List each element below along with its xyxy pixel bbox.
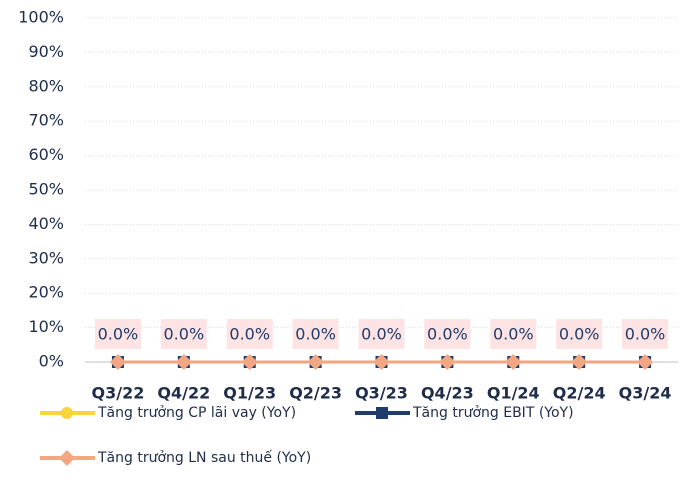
x-tick-label: Q2/24 — [553, 384, 606, 403]
x-tick-label: Q4/23 — [421, 384, 474, 403]
value-label: 0.0% — [427, 325, 468, 344]
legend-marker — [376, 407, 388, 419]
point-marker — [637, 354, 654, 370]
x-tick-label: Q3/22 — [92, 384, 145, 403]
value-label: 0.0% — [98, 325, 139, 344]
value-label-bg — [424, 319, 471, 349]
value-label-bg — [94, 319, 141, 349]
value-label-bg — [622, 319, 669, 349]
x-tick-label: Q2/23 — [289, 384, 342, 403]
y-tick-label: 100% — [18, 8, 64, 27]
point-marker — [571, 354, 588, 370]
x-tick-label: Q1/23 — [223, 384, 276, 403]
y-tick-label: 20% — [28, 283, 64, 302]
point-marker — [505, 354, 522, 370]
point-marker — [241, 354, 258, 370]
legend-label: Tăng trưởng LN sau thuế (YoY) — [97, 449, 311, 466]
x-tick-label: Q4/22 — [157, 384, 210, 403]
value-label: 0.0% — [625, 325, 666, 344]
value-label: 0.0% — [493, 325, 534, 344]
y-tick-label: 30% — [28, 248, 64, 267]
point-marker — [307, 354, 324, 370]
x-tick-label: Q1/24 — [487, 384, 540, 403]
point-marker — [175, 354, 192, 370]
y-tick-label: 70% — [28, 111, 64, 130]
legend-marker — [61, 407, 73, 419]
y-tick-label: 10% — [28, 317, 64, 336]
y-tick-label: 0% — [39, 352, 64, 371]
value-label: 0.0% — [229, 325, 270, 344]
value-label: 0.0% — [164, 325, 205, 344]
legend-label: Tăng trưởng CP lãi vay (YoY) — [97, 405, 296, 421]
value-label-bg — [226, 319, 273, 349]
value-label-bg — [556, 319, 603, 349]
y-tick-label: 50% — [28, 180, 64, 199]
y-tick-label: 60% — [28, 145, 64, 164]
legend-label: Tăng trưởng EBIT (YoY) — [412, 405, 574, 421]
y-tick-label: 40% — [28, 214, 64, 233]
value-label: 0.0% — [295, 325, 336, 344]
y-tick-label: 80% — [28, 76, 64, 95]
value-label-bg — [358, 319, 405, 349]
value-label: 0.0% — [559, 325, 600, 344]
value-label-bg — [292, 319, 339, 349]
value-label: 0.0% — [361, 325, 402, 344]
point-marker — [109, 354, 126, 370]
value-label-bg — [490, 319, 537, 349]
y-tick-label: 90% — [28, 42, 64, 61]
x-tick-label: Q3/23 — [355, 384, 408, 403]
value-label-bg — [160, 319, 207, 349]
point-marker — [439, 354, 456, 370]
point-marker — [373, 354, 390, 370]
x-tick-label: Q3/24 — [619, 384, 672, 403]
legend-marker — [59, 450, 75, 466]
